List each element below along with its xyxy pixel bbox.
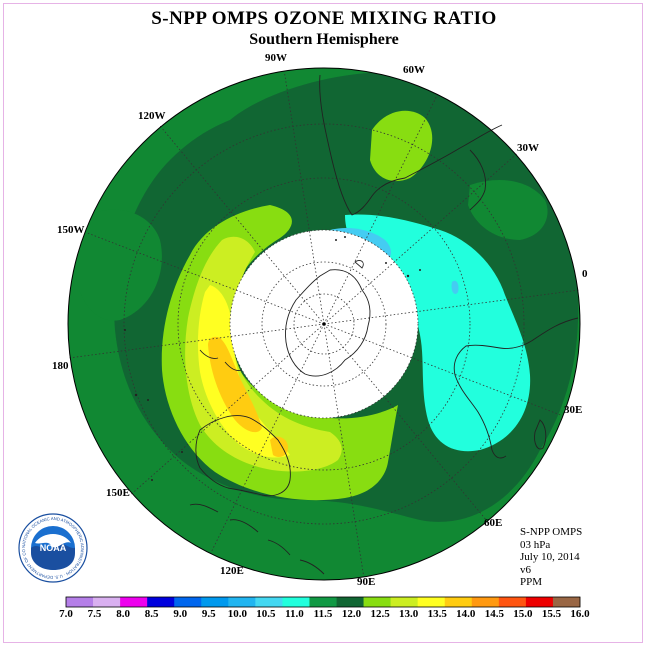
- colorbar-tick-label: 16.0: [570, 608, 590, 620]
- colorbar-tick-label: 14.0: [456, 608, 476, 620]
- lon-label-30e: 30E: [564, 404, 583, 416]
- island-dots: [124, 236, 421, 481]
- noaa-logo-text: NOAA: [40, 543, 67, 553]
- lon-label-30w: 30W: [517, 142, 539, 154]
- ozone-region-12-5-upper: [370, 110, 433, 182]
- lon-label-60w: 60W: [403, 64, 425, 76]
- colorbar-swatch: [525, 597, 554, 607]
- colorbar-swatch: [552, 597, 581, 607]
- colorbar-tick-label: 12.5: [370, 608, 390, 620]
- colorbar-tick-label: 14.5: [484, 608, 504, 620]
- colorbar-tick-label: 15.5: [541, 608, 562, 620]
- colorbar-swatch: [471, 597, 500, 607]
- lon-label-0: 0: [582, 268, 588, 280]
- info-level: 03 hPa: [520, 538, 551, 551]
- info-date: July 10, 2014: [520, 551, 580, 564]
- lon-label-120e: 120E: [220, 565, 244, 577]
- lon-label-120w: 120W: [138, 110, 166, 122]
- noaa-logo-icon: NATIONAL OCEANIC AND ATMOSPHERIC ADMINIS…: [18, 513, 88, 583]
- colorbar-tick-label: 8.5: [144, 608, 159, 620]
- info-instrument: S-NPP OMPS: [520, 526, 583, 538]
- colorbar-tick-label: 8.0: [116, 608, 130, 620]
- colorbar-swatch: [120, 597, 148, 607]
- colorbar-tick-label: 9.5: [201, 608, 216, 620]
- colorbar-tick-label: 10.5: [256, 608, 276, 620]
- coastlines: [189, 74, 579, 575]
- map-border: [67, 67, 581, 581]
- page-frame: [3, 3, 643, 643]
- south-pole-marker: [322, 322, 326, 326]
- africa-coastline: [453, 317, 579, 459]
- colorbar-tick-label: 7.0: [59, 608, 73, 620]
- colorbar-swatch: [255, 597, 283, 607]
- map-subtitle: Southern Hemisphere: [249, 31, 399, 48]
- ozone-region-13-5: [197, 285, 290, 458]
- colorbar-tick-label: 11.5: [313, 608, 333, 620]
- lon-label-150w: 150W: [57, 224, 85, 236]
- colorbar-tick-label: 15.0: [513, 608, 533, 620]
- colorbar-tick-label: 12.0: [341, 608, 362, 620]
- antarctica-coastline: [285, 259, 371, 377]
- south-america-coastline: [319, 74, 503, 216]
- colorbar-swatch: [390, 597, 418, 607]
- colorbar-swatch: [66, 597, 94, 607]
- colorbar-swatch: [93, 597, 121, 607]
- colorbar-tick-label: 10.0: [227, 608, 247, 620]
- colorbar-swatch: [309, 597, 337, 607]
- colorbar-swatch: [174, 597, 202, 607]
- colorbar-tick-label: 7.5: [87, 608, 102, 620]
- info-units: PPM: [520, 576, 543, 589]
- colorbar-tick-label: 13.0: [399, 608, 419, 620]
- madagascar-coastline: [534, 419, 547, 450]
- colorbar-labels: 7.0 7.5 8.0 8.5 9.0 9.5 10.0 10.5 11.0 11.5 12.0 12…: [0, 608, 648, 622]
- colorbar-tick-label: 11.0: [285, 608, 304, 620]
- ozone-region-14-0: [208, 336, 262, 433]
- colorbar-swatch: [498, 597, 527, 607]
- info-block: S-NPP OMPS 03 hPa July 10, 2014 v6 PPM: [520, 526, 582, 589]
- map-title: S-NPP OMPS OZONE MIXING RATIO: [151, 8, 497, 29]
- colorbar-swatch: [147, 597, 175, 607]
- lon-label-180: 180: [52, 360, 69, 372]
- ozone-region-11-5-west: [75, 209, 162, 321]
- australia-coastline: [195, 415, 291, 497]
- greenland-hint-coastline: [469, 149, 487, 211]
- colorbar-tick-label: 9.0: [173, 608, 188, 620]
- new-zealand-coastline: [199, 349, 243, 371]
- lon-label-150e: 150E: [106, 487, 130, 499]
- colorbar-swatch: [417, 597, 446, 607]
- colorbar-outline: [65, 596, 581, 608]
- colorbar: [65, 596, 581, 608]
- colorbar-swatch: [336, 597, 364, 607]
- ozone-region-11-5-patch: [468, 180, 548, 240]
- colorbar-swatch: [201, 597, 229, 607]
- colorbar-swatch: [228, 597, 256, 607]
- lon-label-90e: 90E: [357, 576, 376, 588]
- lon-label-60e: 60E: [484, 517, 503, 529]
- colorbar-swatch: [282, 597, 310, 607]
- colorbar-swatch: [444, 597, 473, 607]
- ozone-region-10-5-patch: [451, 280, 459, 294]
- lon-label-90w: 90W: [265, 52, 287, 64]
- indonesia-coastline: [189, 503, 325, 575]
- ozone-region-14-0-south: [270, 436, 289, 457]
- colorbar-tick-label: 13.5: [427, 608, 447, 620]
- info-version: v6: [520, 563, 531, 576]
- colorbar-swatch: [363, 597, 391, 607]
